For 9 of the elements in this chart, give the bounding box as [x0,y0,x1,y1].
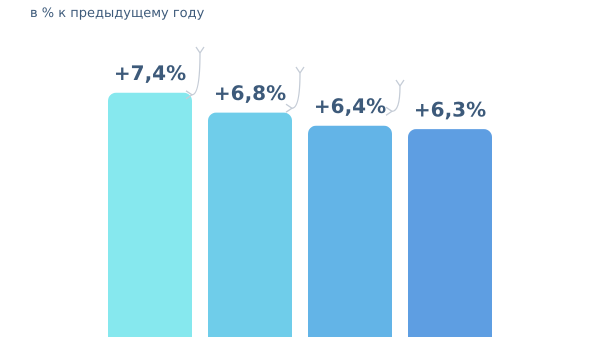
bar [108,92,192,337]
bar [208,112,292,337]
chart-subtitle: в % к предыдущему году [30,6,204,21]
data-label: +6,8% [214,80,286,105]
bar [408,129,492,337]
data-label: +7,4% [114,61,186,86]
data-label: +6,4% [314,94,386,118]
bar [308,126,392,337]
data-label: +6,3% [414,97,486,122]
